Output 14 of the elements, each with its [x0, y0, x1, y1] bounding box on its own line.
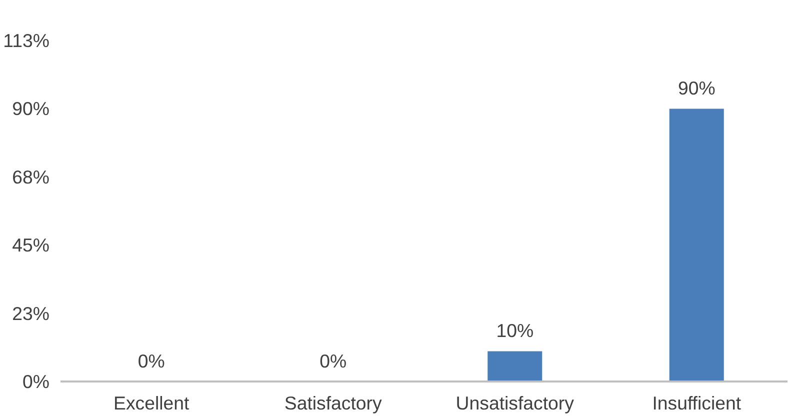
x-tick-label: Unsatisfactory [456, 392, 575, 414]
data-label: 0% [320, 350, 347, 372]
y-tick-label: 113% [3, 30, 50, 51]
y-tick-label: 45% [12, 234, 50, 256]
data-label: 10% [496, 320, 534, 342]
data-label: 0% [138, 350, 165, 372]
y-tick-label: 68% [12, 166, 50, 188]
x-tick-label: Satisfactory [284, 392, 383, 414]
y-tick-label: 90% [12, 98, 50, 120]
x-tick-label: Excellent [114, 392, 190, 414]
x-tick-label: Insufficient [652, 392, 742, 414]
y-tick-label: 0% [22, 371, 50, 392]
data-label: 90% [678, 78, 716, 99]
y-tick-label: 23% [12, 302, 50, 324]
